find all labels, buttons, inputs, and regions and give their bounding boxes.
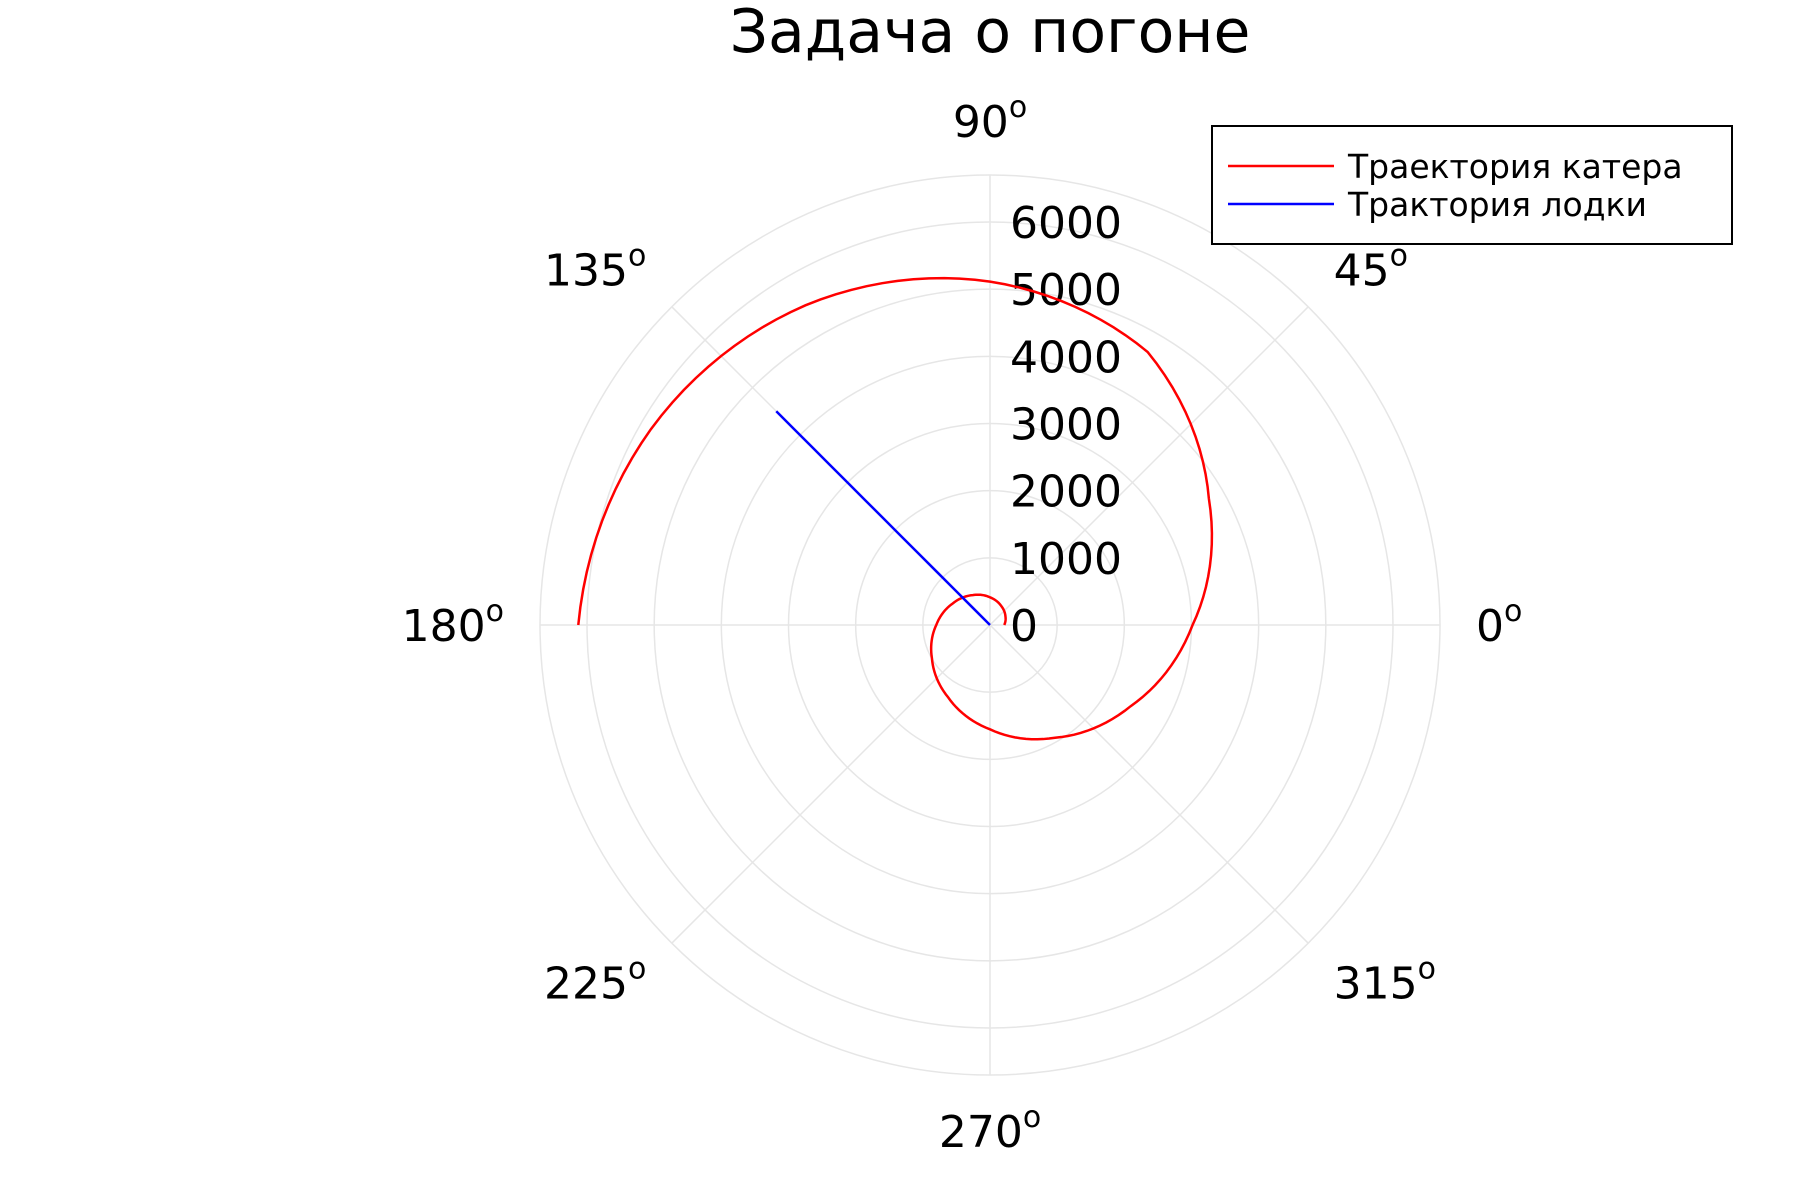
chart-title: Задача о погоне (730, 0, 1251, 67)
legend: Траектория катера Трактория лодки (1211, 125, 1733, 245)
angle-tick-label-0: 0o (1476, 594, 1522, 652)
angle-tick-label-90: 90o (953, 90, 1027, 148)
grid-spoke-7 (989, 624, 1309, 944)
angle-tick-label-180: 180o (402, 594, 504, 652)
series-line-1 (775, 410, 991, 626)
angle-tick-label-315: 315o (1334, 952, 1436, 1010)
grid-spoke-5 (671, 624, 991, 944)
r-tick-label-1: 1000 (1010, 534, 1122, 585)
legend-box (1211, 125, 1733, 245)
r-tick-label-0: 0 (1010, 601, 1038, 652)
angle-tick-label-135: 135o (544, 238, 646, 296)
angle-tick-label-270: 270o (939, 1100, 1041, 1158)
angle-tick-label-225: 225o (544, 952, 646, 1010)
series-lines (577, 276, 1214, 741)
series-line-0 (577, 276, 1214, 741)
r-tick-label-2: 2000 (1010, 467, 1122, 518)
angle-tick-labels: 0o 45o 90o 135o 180o 225o 270o 315o (402, 90, 1523, 1158)
grid-spoke-1 (989, 306, 1309, 626)
r-tick-label-4: 4000 (1010, 332, 1122, 383)
legend-label-target: Трактория лодки (1347, 185, 1647, 224)
angle-tick-label-45: 45o (1334, 238, 1408, 296)
r-tick-label-3: 3000 (1010, 400, 1122, 451)
legend-label-boat: Траектория катера (1347, 147, 1683, 186)
r-tick-label-6: 6000 (1010, 198, 1122, 249)
